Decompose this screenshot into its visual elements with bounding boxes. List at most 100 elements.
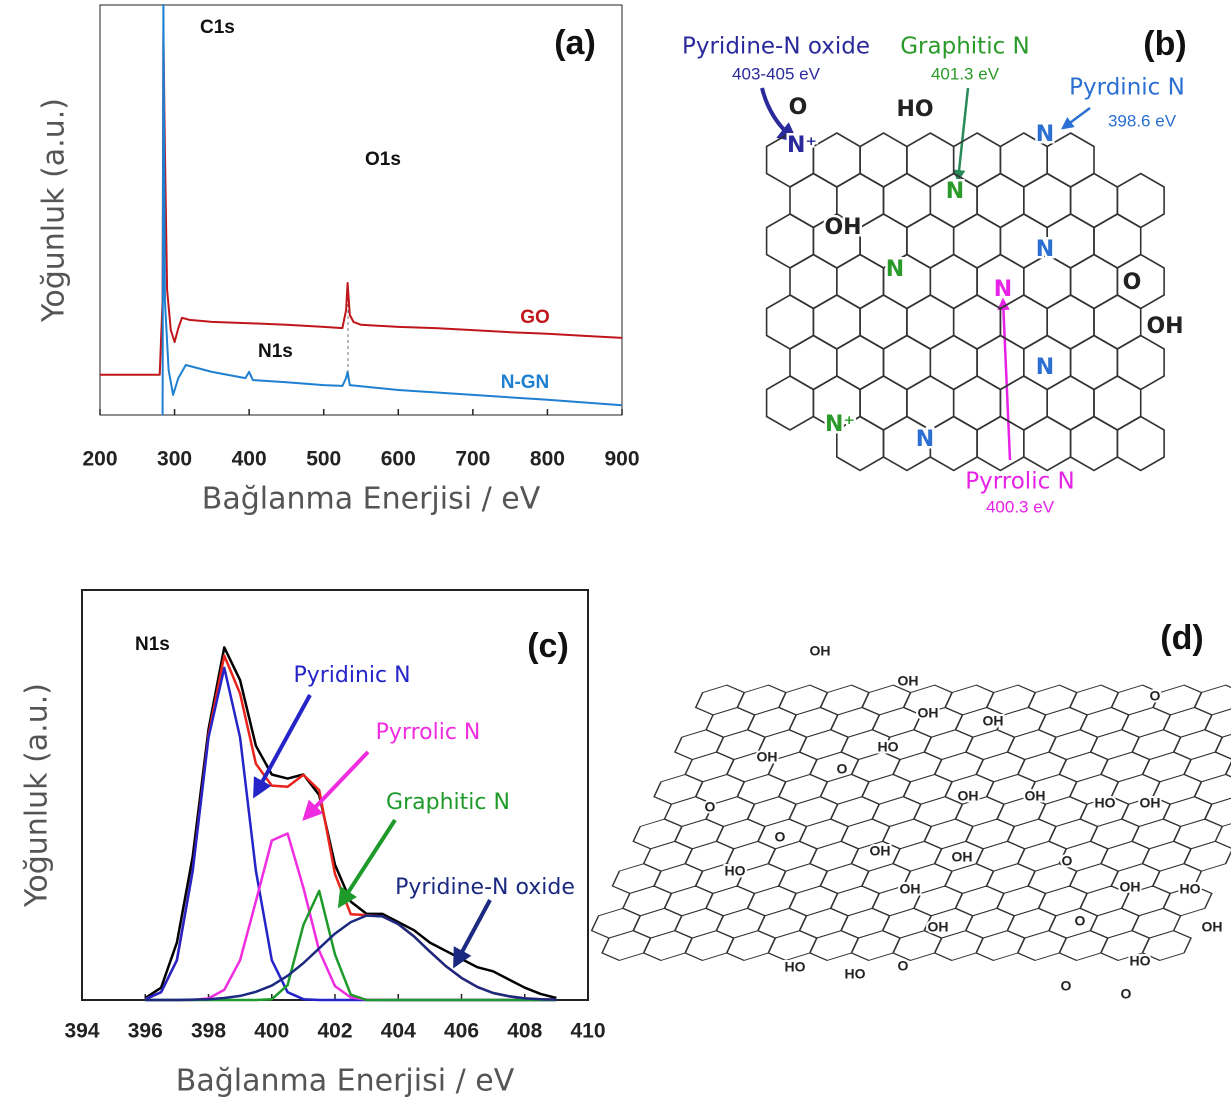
- peak-label: O1s: [365, 149, 401, 170]
- hexagon: [630, 819, 685, 849]
- hexagon: [827, 707, 882, 737]
- x-tick-label: 400: [232, 448, 267, 471]
- hexagon: [860, 376, 907, 430]
- peak-label: C1s: [200, 17, 235, 38]
- hexagon: [723, 931, 778, 961]
- hexagon: [1087, 908, 1142, 938]
- hexagon: [1129, 730, 1184, 760]
- panel-label: (d): [1160, 619, 1203, 657]
- hexagon: [1004, 908, 1059, 938]
- series-label: N-GN: [501, 372, 550, 393]
- hexagon: [767, 214, 814, 268]
- hexagon: [807, 752, 862, 782]
- hexagon: [767, 295, 814, 349]
- x-axis-title: Bağlanma Enerjisi / eV: [202, 482, 541, 517]
- x-tick-label: 406: [444, 1020, 479, 1043]
- hexagon: [1139, 752, 1194, 782]
- hexagon: [817, 864, 872, 894]
- atom-label: HO: [785, 959, 806, 975]
- hexagon: [838, 908, 893, 938]
- atom-label: O: [789, 95, 808, 120]
- series-label: GO: [520, 307, 550, 328]
- hexagon: [1024, 417, 1071, 471]
- hexagon: [796, 908, 851, 938]
- callout-energy: 401.3 eV: [931, 64, 1000, 83]
- hexagon: [813, 295, 860, 349]
- hexagon: [1118, 707, 1173, 737]
- hexagon: [661, 886, 716, 916]
- x-tick-label: 300: [157, 448, 192, 471]
- graphene-sheet-d: [578, 685, 1231, 960]
- hexagon: [651, 774, 706, 804]
- hexagon: [907, 295, 954, 349]
- hexagon: [671, 819, 726, 849]
- hexagon: [930, 417, 977, 471]
- hexagon: [1071, 417, 1118, 471]
- hexagon: [813, 133, 860, 187]
- atom-label: OH: [824, 215, 861, 240]
- atom-label: OH: [983, 713, 1004, 729]
- peak-label: N1s: [135, 634, 170, 655]
- hexagon: [786, 707, 841, 737]
- atom-label: O: [1150, 688, 1161, 704]
- hexagon: [952, 886, 1007, 916]
- atom-label: OH: [757, 749, 778, 765]
- atom-label: O: [1062, 853, 1073, 869]
- series-label: Pyridine-N oxide: [395, 875, 575, 900]
- atom-label: N: [946, 179, 964, 204]
- hexagon: [796, 730, 851, 760]
- atom-label: OH: [958, 788, 979, 804]
- hexagon: [1035, 886, 1090, 916]
- hexagon: [630, 908, 685, 938]
- atom-label: HO: [878, 739, 899, 755]
- panel-label: (b): [1143, 25, 1186, 63]
- hexagon: [931, 931, 986, 961]
- hexagon: [848, 931, 903, 961]
- atom-label: O: [1121, 986, 1132, 1002]
- hexagon: [1004, 730, 1059, 760]
- hexagon: [588, 908, 643, 938]
- hexagon: [1181, 841, 1231, 871]
- atom-label: HO: [1180, 881, 1201, 897]
- hexagon: [884, 174, 931, 228]
- series-line: [145, 916, 556, 1001]
- hexagon: [983, 864, 1038, 894]
- series-line: [145, 891, 556, 1000]
- callout-name: Pyrrolic N: [965, 469, 1075, 495]
- atom-label: OH: [810, 643, 831, 659]
- series-line: [145, 656, 556, 1000]
- hexagon: [827, 886, 882, 916]
- figure: 200300400500600700800900Bağlanma Enerjis…: [0, 0, 1231, 1107]
- hexagon: [930, 255, 977, 309]
- hexagon: [1071, 336, 1118, 390]
- hexagon: [734, 685, 789, 715]
- hexagon: [983, 685, 1038, 715]
- hexagon: [744, 886, 799, 916]
- hexagon: [619, 886, 674, 916]
- hexagon: [786, 886, 841, 916]
- panel-label: (a): [554, 24, 596, 62]
- x-tick-label: 700: [455, 448, 490, 471]
- hexagon: [954, 214, 1001, 268]
- hexagon: [651, 864, 706, 894]
- hexagon: [1056, 752, 1111, 782]
- x-tick-label: 398: [191, 1020, 226, 1043]
- hexagon: [1066, 864, 1121, 894]
- hexagon: [1094, 214, 1141, 268]
- hexagon: [744, 707, 799, 737]
- atom-label: HO: [896, 97, 933, 122]
- arrow: [1003, 300, 1010, 460]
- hexagon: [962, 730, 1017, 760]
- hexagon: [973, 752, 1028, 782]
- hexagon: [1066, 685, 1121, 715]
- hexagon: [1071, 174, 1118, 228]
- series-line: [145, 647, 556, 998]
- x-tick-label: 402: [317, 1020, 352, 1043]
- hexagon: [682, 752, 737, 782]
- hexagon: [921, 819, 976, 849]
- hexagon: [1117, 417, 1164, 471]
- hexagon: [1129, 819, 1184, 849]
- hexagon: [1098, 841, 1153, 871]
- hexagon: [807, 841, 862, 871]
- series-line: [145, 668, 556, 1000]
